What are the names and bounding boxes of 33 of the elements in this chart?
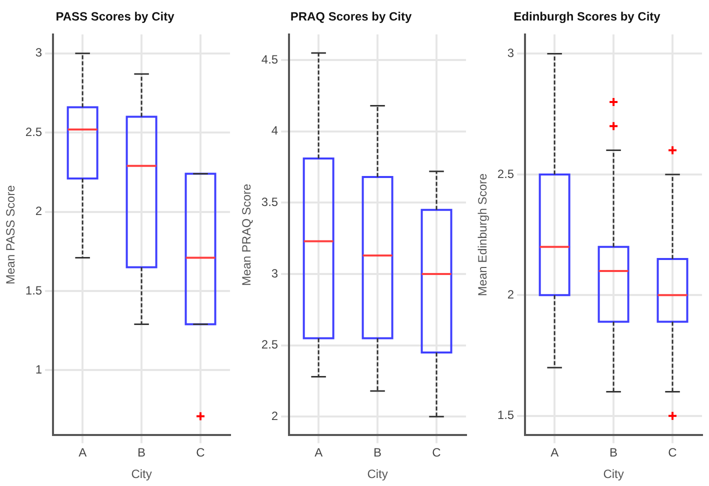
y-tick-label: 4 [271, 124, 278, 138]
x-tick-label: C [196, 446, 206, 460]
y-tick-label: 2 [271, 408, 278, 423]
x-axis-title: City [603, 467, 624, 482]
x-axis-title: City [367, 467, 388, 482]
y-axis-title: Mean Edinburgh Score [476, 173, 490, 296]
y-tick-label: 3.5 [261, 195, 278, 210]
y-axis-title: Mean PRAQ Score [240, 183, 254, 286]
x-tick-label: A [314, 446, 323, 460]
x-tick-label: A [78, 446, 87, 460]
y-tick-label: 2 [35, 204, 42, 218]
x-tick-label: A [550, 446, 559, 460]
y-tick-label: 1.5 [25, 283, 42, 298]
chart-title: Edinburgh Scores by City [514, 10, 661, 24]
y-tick-label: 2.5 [497, 166, 514, 181]
y-tick-label: 2.5 [25, 124, 42, 139]
x-tick-label: C [432, 446, 442, 460]
chart-title: PASS Scores by City [56, 10, 175, 24]
y-tick-label: 3 [507, 46, 514, 60]
x-axis-title: City [131, 467, 152, 482]
x-tick-label: B [374, 446, 382, 460]
y-tick-label: 2 [507, 287, 514, 302]
x-tick-label: C [668, 446, 678, 460]
x-tick-label: B [138, 446, 146, 460]
y-tick-label: 1.5 [497, 408, 514, 422]
y-axis-title: Mean PASS Score [4, 184, 18, 284]
y-tick-label: 2.5 [261, 338, 278, 352]
y-tick-label: 3 [271, 266, 278, 280]
y-tick-label: 1 [35, 362, 42, 377]
chart-title: PRAQ Scores by City [290, 10, 412, 24]
x-tick-label: B [610, 446, 618, 460]
y-tick-label: 4.5 [261, 52, 278, 66]
y-tick-label: 3 [35, 46, 42, 60]
